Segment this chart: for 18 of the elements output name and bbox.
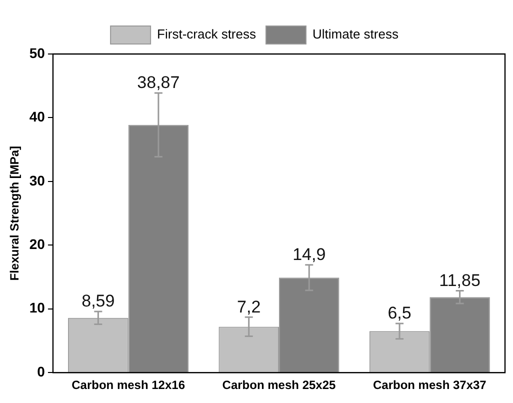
y-tick-label: 40 [29, 108, 46, 125]
data-label: 7,2 [237, 297, 261, 316]
data-label: 6,5 [388, 304, 412, 323]
y-tick-label: 0 [37, 363, 46, 380]
x-tick-label: Carbon mesh 25x25 [222, 378, 336, 392]
data-label: 8,59 [82, 292, 115, 311]
legend-label: First-crack stress [157, 26, 256, 42]
y-axis-title: Flexural Strength [MPa] [8, 146, 22, 281]
x-tick-label: Carbon mesh 12x16 [72, 378, 186, 392]
x-tick-label: Carbon mesh 37x37 [372, 378, 487, 392]
data-label: 14,9 [292, 245, 326, 264]
legend-label: Ultimate stress [312, 26, 399, 42]
y-tick-label: 10 [29, 300, 46, 316]
data-label: 38,87 [137, 73, 180, 92]
data-label: 11,85 [439, 270, 480, 290]
y-tick-label: 20 [29, 236, 46, 252]
y-tick-label: 30 [29, 172, 46, 188]
y-tick-label: 50 [29, 44, 46, 61]
